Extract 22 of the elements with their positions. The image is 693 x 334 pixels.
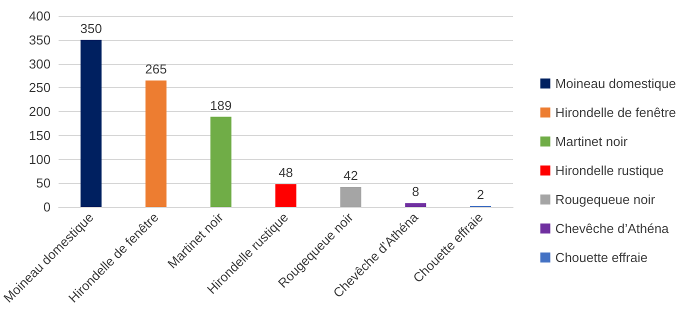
data-label: 2 [476,187,484,202]
data-label: 350 [80,20,102,36]
y-tick-label: 150 [28,128,51,143]
data-label: 42 [343,168,358,183]
legend-label: Rougequeue noir [555,192,656,207]
y-tick-label: 200 [28,104,51,119]
legend-label: Martinet noir [555,134,628,149]
y-tick-label: 50 [36,176,51,191]
y-tick-label: 100 [28,152,51,167]
y-tick-label: 250 [28,80,51,96]
legend-label: Hirondelle rustique [555,163,664,178]
data-label: 265 [145,61,167,76]
legend-label: Hirondelle de fenêtre [555,105,676,120]
data-label: 189 [210,98,232,113]
y-tick-label: 400 [28,8,51,24]
y-tick-label: 0 [43,200,51,214]
data-label: 48 [278,165,294,180]
y-tick-label: 350 [28,32,51,48]
legend-label: Chevêche d’Athéna [555,221,670,236]
legend-label: Moineau domestique [555,76,676,91]
data-label: 8 [412,184,420,200]
y-tick-label: 300 [28,56,51,72]
